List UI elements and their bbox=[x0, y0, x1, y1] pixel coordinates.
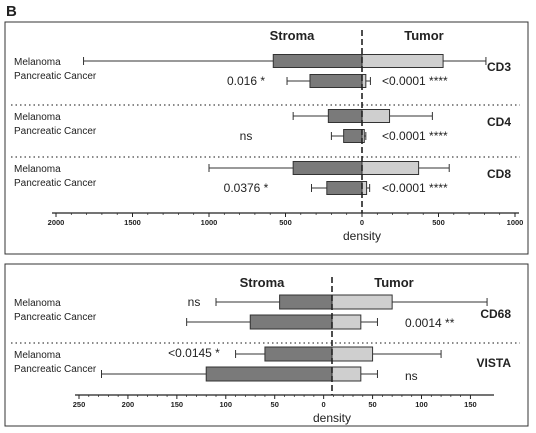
bar-tumor bbox=[361, 129, 365, 143]
bar-stroma bbox=[309, 74, 363, 88]
x-tick-label: 1500 bbox=[124, 218, 141, 227]
marker-vista: VISTA bbox=[477, 356, 512, 370]
bar-tumor bbox=[331, 346, 374, 362]
x-tick-label: 2000 bbox=[48, 218, 65, 227]
x-tick-label: 500 bbox=[279, 218, 292, 227]
header-tumor: Tumor bbox=[374, 275, 413, 290]
panel-letter: B bbox=[6, 3, 17, 20]
marker-cd3: CD3 bbox=[487, 60, 511, 74]
p-value-right: <0.0001 **** bbox=[382, 74, 448, 88]
p-value-left: <0.0145 * bbox=[168, 346, 220, 360]
bar-stroma bbox=[343, 129, 363, 143]
row-label-pancreatic: Pancreatic Cancer bbox=[14, 364, 97, 375]
row-label-melanoma: Melanoma bbox=[14, 164, 61, 175]
x-tick-label: 50 bbox=[271, 400, 279, 409]
x-tick-label: 200 bbox=[122, 400, 135, 409]
x-axis-label: density bbox=[313, 411, 351, 425]
bar-tumor bbox=[361, 161, 420, 175]
x-tick-label: 100 bbox=[415, 400, 428, 409]
bar-stroma bbox=[249, 314, 333, 330]
x-axis-label: density bbox=[343, 229, 381, 243]
x-tick-label: 1000 bbox=[507, 218, 524, 227]
bar-tumor bbox=[361, 54, 444, 68]
p-value-left: 0.0376 * bbox=[224, 181, 269, 195]
row-label-pancreatic: Pancreatic Cancer bbox=[14, 312, 97, 323]
header-stroma: Stroma bbox=[240, 275, 286, 290]
p-value-left: ns bbox=[240, 129, 253, 143]
bar-tumor bbox=[331, 366, 362, 382]
x-tick-label: 50 bbox=[368, 400, 376, 409]
chart-2-frame bbox=[4, 263, 529, 427]
p-value-right: ns bbox=[405, 369, 418, 383]
row-label-pancreatic: Pancreatic Cancer bbox=[14, 126, 97, 137]
marker-cd4: CD4 bbox=[487, 115, 511, 129]
x-tick-label: 100 bbox=[220, 400, 233, 409]
row-label-melanoma: Melanoma bbox=[14, 57, 61, 68]
x-tick-label: 1000 bbox=[201, 218, 218, 227]
p-value-right: <0.0001 **** bbox=[382, 181, 448, 195]
bar-stroma bbox=[326, 181, 363, 195]
x-tick-label: 150 bbox=[464, 400, 477, 409]
header-stroma: Stroma bbox=[270, 28, 316, 43]
p-value-right: <0.0001 **** bbox=[382, 129, 448, 143]
p-value-right: 0.0014 ** bbox=[405, 316, 455, 330]
row-label-pancreatic: Pancreatic Cancer bbox=[14, 71, 97, 82]
bar-stroma bbox=[205, 366, 333, 382]
x-tick-label: 150 bbox=[171, 400, 184, 409]
p-value-left: 0.016 * bbox=[227, 74, 265, 88]
bar-tumor bbox=[331, 314, 362, 330]
marker-cd8: CD8 bbox=[487, 167, 511, 181]
bar-tumor bbox=[361, 109, 391, 123]
row-label-melanoma: Melanoma bbox=[14, 298, 61, 309]
bar-stroma bbox=[279, 294, 333, 310]
bar-stroma bbox=[327, 109, 363, 123]
p-value-left: ns bbox=[188, 295, 201, 309]
x-tick-label: 250 bbox=[73, 400, 86, 409]
bar-stroma bbox=[272, 54, 363, 68]
row-label-melanoma: Melanoma bbox=[14, 112, 61, 123]
header-tumor: Tumor bbox=[404, 28, 443, 43]
bar-stroma bbox=[292, 161, 363, 175]
bar-stroma bbox=[264, 346, 333, 362]
x-tick-label: 500 bbox=[432, 218, 445, 227]
row-label-pancreatic: Pancreatic Cancer bbox=[14, 178, 97, 189]
x-tick-label: 0 bbox=[322, 400, 326, 409]
bar-tumor bbox=[331, 294, 393, 310]
chart-1-frame bbox=[4, 21, 529, 255]
row-label-melanoma: Melanoma bbox=[14, 350, 61, 361]
marker-cd68: CD68 bbox=[480, 307, 511, 321]
x-tick-label: 0 bbox=[360, 218, 364, 227]
